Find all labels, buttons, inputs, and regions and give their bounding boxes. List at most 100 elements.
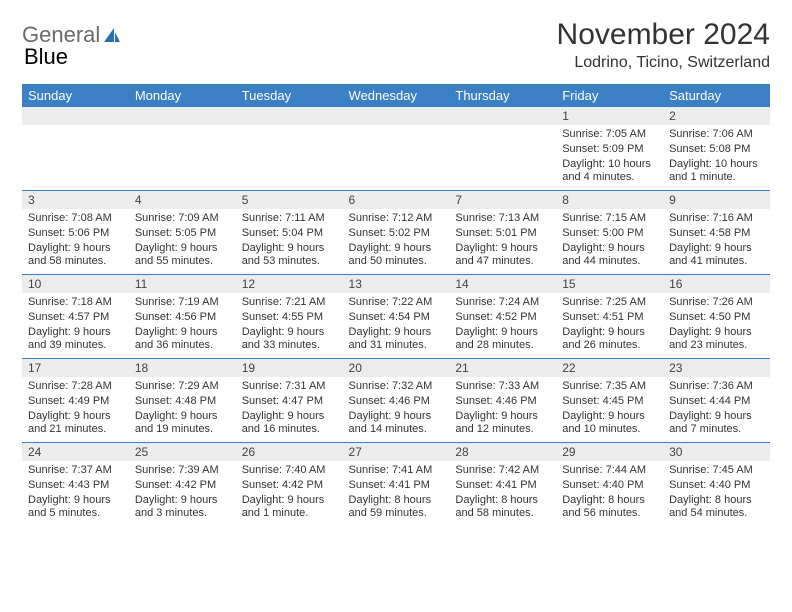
sunrise-text: Sunrise: 7:41 AM (349, 464, 444, 478)
day-number: 6 (343, 191, 450, 209)
sunrise-text: Sunrise: 7:24 AM (455, 296, 550, 310)
day-number: 18 (129, 359, 236, 377)
sunset-text: Sunset: 4:51 PM (562, 311, 657, 325)
calendar-week-row: 3Sunrise: 7:08 AMSunset: 5:06 PMDaylight… (22, 191, 770, 275)
calendar-day-cell: 28Sunrise: 7:42 AMSunset: 4:41 PMDayligh… (449, 443, 556, 527)
calendar-day-cell: 16Sunrise: 7:26 AMSunset: 4:50 PMDayligh… (663, 275, 770, 359)
sunset-text: Sunset: 5:01 PM (455, 227, 550, 241)
day-number: 1 (556, 107, 663, 125)
day-body: Sunrise: 7:21 AMSunset: 4:55 PMDaylight:… (236, 293, 343, 358)
daylight-text: Daylight: 9 hours and 21 minutes. (28, 410, 123, 438)
day-number: 24 (22, 443, 129, 461)
day-number: 10 (22, 275, 129, 293)
calendar-week-row: 17Sunrise: 7:28 AMSunset: 4:49 PMDayligh… (22, 359, 770, 443)
day-body (449, 125, 556, 181)
sunrise-text: Sunrise: 7:08 AM (28, 212, 123, 226)
sunrise-text: Sunrise: 7:16 AM (669, 212, 764, 226)
daylight-text: Daylight: 9 hours and 50 minutes. (349, 242, 444, 270)
sunset-text: Sunset: 4:46 PM (455, 395, 550, 409)
day-number: 11 (129, 275, 236, 293)
day-number: 2 (663, 107, 770, 125)
sunset-text: Sunset: 5:04 PM (242, 227, 337, 241)
sunrise-text: Sunrise: 7:39 AM (135, 464, 230, 478)
weekday-header: Tuesday (236, 84, 343, 107)
daylight-text: Daylight: 9 hours and 53 minutes. (242, 242, 337, 270)
day-body: Sunrise: 7:12 AMSunset: 5:02 PMDaylight:… (343, 209, 450, 274)
daylight-text: Daylight: 9 hours and 1 minute. (242, 494, 337, 522)
sunset-text: Sunset: 4:52 PM (455, 311, 550, 325)
calendar-day-cell: 17Sunrise: 7:28 AMSunset: 4:49 PMDayligh… (22, 359, 129, 443)
daylight-text: Daylight: 9 hours and 36 minutes. (135, 326, 230, 354)
day-number: 13 (343, 275, 450, 293)
sunset-text: Sunset: 4:56 PM (135, 311, 230, 325)
sunset-text: Sunset: 5:05 PM (135, 227, 230, 241)
sunrise-text: Sunrise: 7:40 AM (242, 464, 337, 478)
daylight-text: Daylight: 8 hours and 54 minutes. (669, 494, 764, 522)
day-number: 4 (129, 191, 236, 209)
daylight-text: Daylight: 9 hours and 14 minutes. (349, 410, 444, 438)
weekday-header-row: SundayMondayTuesdayWednesdayThursdayFrid… (22, 84, 770, 107)
calendar-day-cell (129, 107, 236, 191)
calendar-page: General November 2024 Lodrino, Ticino, S… (0, 0, 792, 526)
calendar-table: SundayMondayTuesdayWednesdayThursdayFrid… (22, 84, 770, 526)
day-number: 22 (556, 359, 663, 377)
sunrise-text: Sunrise: 7:19 AM (135, 296, 230, 310)
sunset-text: Sunset: 4:42 PM (242, 479, 337, 493)
calendar-day-cell: 21Sunrise: 7:33 AMSunset: 4:46 PMDayligh… (449, 359, 556, 443)
day-body: Sunrise: 7:35 AMSunset: 4:45 PMDaylight:… (556, 377, 663, 442)
day-number: 16 (663, 275, 770, 293)
calendar-week-row: 24Sunrise: 7:37 AMSunset: 4:43 PMDayligh… (22, 443, 770, 527)
sunrise-text: Sunrise: 7:05 AM (562, 128, 657, 142)
daylight-text: Daylight: 9 hours and 23 minutes. (669, 326, 764, 354)
day-body: Sunrise: 7:13 AMSunset: 5:01 PMDaylight:… (449, 209, 556, 274)
sunrise-text: Sunrise: 7:28 AM (28, 380, 123, 394)
day-body: Sunrise: 7:24 AMSunset: 4:52 PMDaylight:… (449, 293, 556, 358)
calendar-day-cell: 13Sunrise: 7:22 AMSunset: 4:54 PMDayligh… (343, 275, 450, 359)
day-body: Sunrise: 7:18 AMSunset: 4:57 PMDaylight:… (22, 293, 129, 358)
calendar-day-cell: 5Sunrise: 7:11 AMSunset: 5:04 PMDaylight… (236, 191, 343, 275)
sunrise-text: Sunrise: 7:32 AM (349, 380, 444, 394)
title-block: November 2024 Lodrino, Ticino, Switzerla… (557, 18, 770, 72)
sunrise-text: Sunrise: 7:22 AM (349, 296, 444, 310)
calendar-day-cell: 18Sunrise: 7:29 AMSunset: 4:48 PMDayligh… (129, 359, 236, 443)
calendar-day-cell: 26Sunrise: 7:40 AMSunset: 4:42 PMDayligh… (236, 443, 343, 527)
day-body (343, 125, 450, 181)
day-number (236, 107, 343, 125)
day-body: Sunrise: 7:36 AMSunset: 4:44 PMDaylight:… (663, 377, 770, 442)
day-number: 19 (236, 359, 343, 377)
calendar-day-cell: 22Sunrise: 7:35 AMSunset: 4:45 PMDayligh… (556, 359, 663, 443)
day-body: Sunrise: 7:40 AMSunset: 4:42 PMDaylight:… (236, 461, 343, 526)
sunset-text: Sunset: 4:44 PM (669, 395, 764, 409)
day-number: 12 (236, 275, 343, 293)
day-number: 21 (449, 359, 556, 377)
day-body: Sunrise: 7:09 AMSunset: 5:05 PMDaylight:… (129, 209, 236, 274)
day-body: Sunrise: 7:29 AMSunset: 4:48 PMDaylight:… (129, 377, 236, 442)
weekday-header: Wednesday (343, 84, 450, 107)
day-body: Sunrise: 7:11 AMSunset: 5:04 PMDaylight:… (236, 209, 343, 274)
weekday-header: Saturday (663, 84, 770, 107)
daylight-text: Daylight: 9 hours and 19 minutes. (135, 410, 230, 438)
sunrise-text: Sunrise: 7:09 AM (135, 212, 230, 226)
sunset-text: Sunset: 5:06 PM (28, 227, 123, 241)
weekday-header: Sunday (22, 84, 129, 107)
calendar-day-cell: 4Sunrise: 7:09 AMSunset: 5:05 PMDaylight… (129, 191, 236, 275)
daylight-text: Daylight: 9 hours and 16 minutes. (242, 410, 337, 438)
sunset-text: Sunset: 4:50 PM (669, 311, 764, 325)
day-number: 20 (343, 359, 450, 377)
weekday-header: Friday (556, 84, 663, 107)
sunset-text: Sunset: 4:55 PM (242, 311, 337, 325)
calendar-day-cell: 12Sunrise: 7:21 AMSunset: 4:55 PMDayligh… (236, 275, 343, 359)
calendar-day-cell: 10Sunrise: 7:18 AMSunset: 4:57 PMDayligh… (22, 275, 129, 359)
logo-sail-icon (102, 26, 122, 44)
calendar-day-cell: 27Sunrise: 7:41 AMSunset: 4:41 PMDayligh… (343, 443, 450, 527)
logo-blue-row: Blue (24, 44, 68, 70)
day-number: 15 (556, 275, 663, 293)
calendar-day-cell: 14Sunrise: 7:24 AMSunset: 4:52 PMDayligh… (449, 275, 556, 359)
daylight-text: Daylight: 9 hours and 5 minutes. (28, 494, 123, 522)
daylight-text: Daylight: 8 hours and 58 minutes. (455, 494, 550, 522)
sunrise-text: Sunrise: 7:35 AM (562, 380, 657, 394)
day-body: Sunrise: 7:16 AMSunset: 4:58 PMDaylight:… (663, 209, 770, 274)
location: Lodrino, Ticino, Switzerland (557, 54, 770, 72)
day-body: Sunrise: 7:05 AMSunset: 5:09 PMDaylight:… (556, 125, 663, 190)
sunrise-text: Sunrise: 7:45 AM (669, 464, 764, 478)
